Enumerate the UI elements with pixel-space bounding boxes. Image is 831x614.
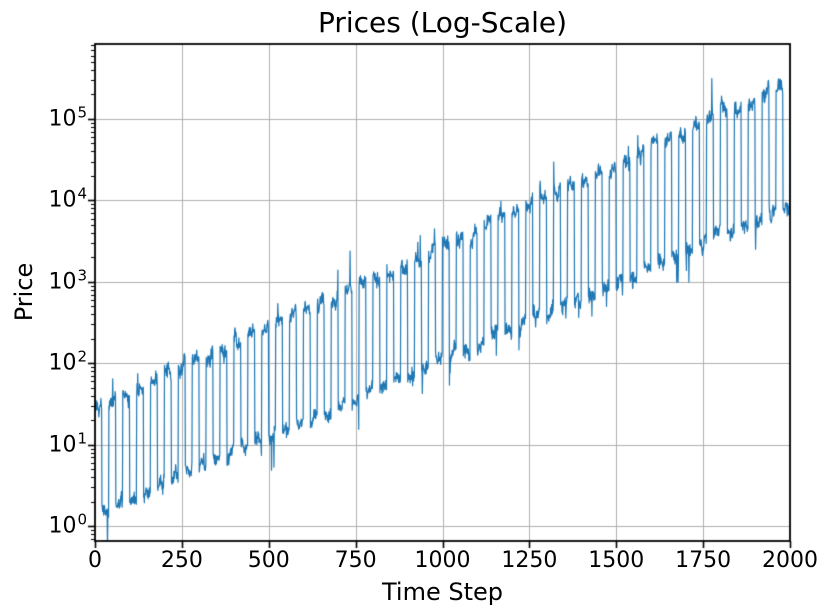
y-tick-label: 102 — [48, 347, 87, 376]
y-tick-base: 10 — [48, 513, 77, 539]
y-tick-exponent: 2 — [77, 347, 87, 366]
y-tick-label: 103 — [48, 266, 87, 295]
y-tick-base: 10 — [48, 187, 77, 213]
x-tick-label: 750 — [334, 548, 377, 573]
x-tick-label: 1750 — [675, 548, 732, 573]
y-tick-label: 105 — [48, 103, 87, 132]
x-tick-label: 250 — [160, 548, 203, 573]
y-tick-exponent: 5 — [77, 103, 87, 122]
y-tick-exponent: 0 — [77, 510, 87, 529]
x-axis-label: Time Step — [381, 578, 503, 606]
y-tick-base: 10 — [48, 350, 77, 376]
y-tick-base: 10 — [48, 269, 77, 295]
y-tick-label: 100 — [48, 510, 87, 539]
chart-title: Prices (Log-Scale) — [317, 6, 568, 39]
y-tick-label: 104 — [48, 184, 87, 213]
y-tick-label: 101 — [48, 429, 87, 458]
x-tick-label: 0 — [88, 548, 102, 573]
y-tick-exponent: 1 — [77, 429, 87, 448]
x-tick-label: 1500 — [588, 548, 645, 573]
x-tick-label: 500 — [247, 548, 290, 573]
x-tick-label: 1000 — [414, 548, 471, 573]
y-tick-base: 10 — [48, 432, 77, 458]
y-tick-base: 10 — [48, 106, 77, 132]
y-tick-exponent: 4 — [77, 184, 87, 203]
x-tick-label: 1250 — [501, 548, 558, 573]
y-axis-label: Price — [10, 262, 38, 322]
x-tick-label: 2000 — [762, 548, 818, 573]
y-tick-exponent: 3 — [77, 266, 87, 285]
